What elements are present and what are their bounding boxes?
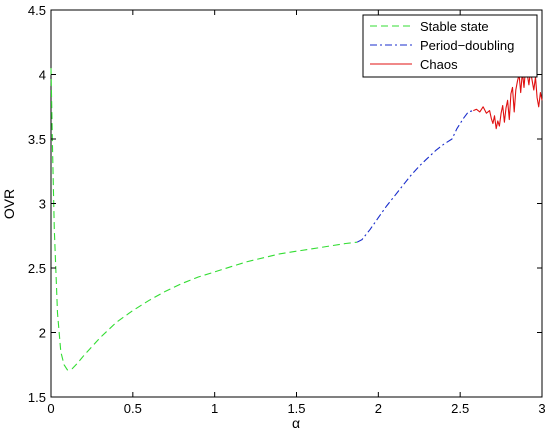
series-line-chaos: [473, 67, 543, 130]
y-tick-label: 4: [39, 68, 46, 83]
legend-label-stable-state: Stable state: [420, 19, 489, 34]
y-tick-label: 2.5: [28, 261, 46, 276]
x-axis-label: α: [292, 415, 300, 431]
y-tick-label: 1.5: [28, 390, 46, 405]
y-tick-label: 3.5: [28, 132, 46, 147]
x-tick-label: 0.5: [124, 401, 142, 416]
y-axis-label: OVR: [1, 189, 17, 219]
x-tick-label: 3: [538, 401, 545, 416]
axis-ticks: 0 0.5 1 1.5 2 2.5 3 1.5 2 2.5 3 3.5 4 4.5: [28, 3, 546, 416]
y-tick-label: 3: [39, 197, 46, 212]
legend-label-chaos: Chaos: [420, 57, 458, 72]
series-layer: [50, 67, 543, 371]
x-tick-label: 2.5: [451, 401, 469, 416]
legend-label-period-doubling: Period−doubling: [420, 38, 514, 53]
x-tick-label: 2: [375, 401, 382, 416]
legend-box: [362, 14, 538, 78]
y-tick-label: 2: [39, 326, 46, 341]
legend: Stable state Period−doubling Chaos: [362, 14, 538, 78]
series-line-period-doubling: [356, 110, 474, 243]
legend-entries: Stable state Period−doubling Chaos: [370, 19, 514, 72]
x-tick-label: 1: [211, 401, 218, 416]
x-tick-label: 1.5: [287, 401, 305, 416]
x-tick-label: 0: [47, 401, 54, 416]
y-tick-label: 4.5: [28, 3, 46, 18]
series-line-stable-state: [50, 68, 358, 371]
